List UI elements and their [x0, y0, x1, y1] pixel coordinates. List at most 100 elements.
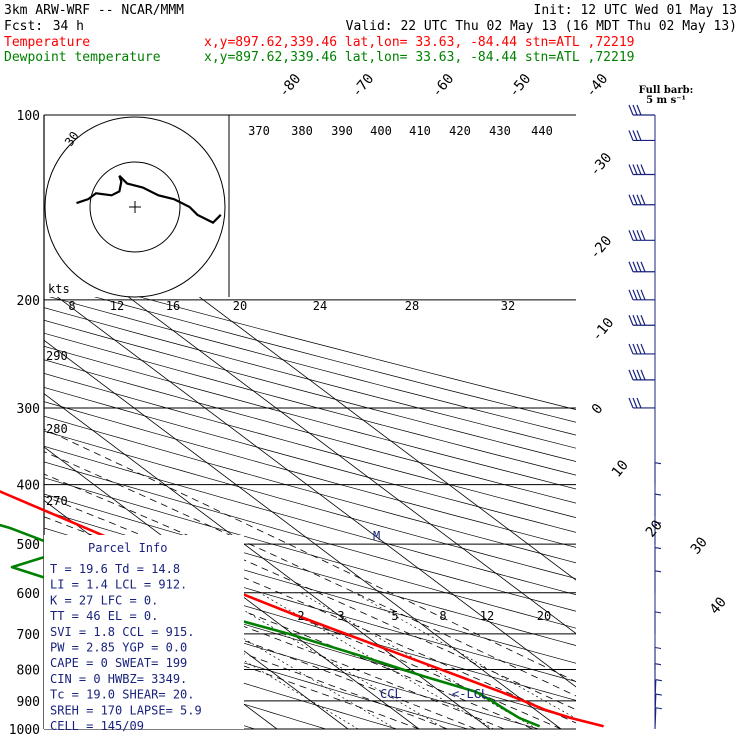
temperature-tick-label: -70: [349, 71, 378, 101]
wind-barb: [654, 493, 662, 517]
dewpoint-line: [0, 523, 541, 728]
temperature-line: [0, 490, 604, 728]
mixing-ratio-label-lower: 5: [391, 609, 398, 623]
wind-barb: [628, 369, 655, 381]
dry-adiabat-line: [44, 345, 576, 490]
legend-temperature-label: Temperature: [4, 35, 90, 50]
mixing-ratio-label-lower: 2: [297, 609, 304, 623]
wind-barb: [654, 663, 662, 686]
temperature-tick-label: -60: [429, 71, 458, 101]
wind-barb: [628, 261, 655, 273]
barb-legend-line1: Full barb:: [639, 85, 694, 96]
mixing-ratio-line: [214, 592, 446, 729]
theta-side-label: 280: [46, 422, 68, 436]
dry-adiabat-line: [44, 332, 576, 476]
parcel-info-row: SVI = 1.8 CCL = 915.: [50, 625, 195, 639]
dry-adiabat-line: [44, 581, 539, 729]
valid-time: Valid: 22 UTC Thu 02 May 13 (16 MDT Thu …: [346, 19, 737, 34]
wind-barb: [628, 194, 655, 206]
wind-barb: [654, 707, 662, 730]
init-time: Init: 12 UTC Wed 01 May 13: [534, 3, 738, 18]
wind-barb: [654, 547, 662, 570]
dry-adiabat-line: [44, 270, 576, 410]
pressure-tick-label: 1000: [9, 723, 40, 738]
theta-label: 440: [531, 124, 553, 138]
mixing-ratio-label-upper: 16: [166, 299, 180, 313]
parcel-info-row: CAPE = 0 SWEAT= 199: [50, 656, 187, 670]
dry-adiabat-line: [44, 461, 576, 612]
dry-adiabat-line: [44, 430, 576, 579]
forecast-hour: 34 h: [53, 19, 84, 34]
hodograph: 30 kts: [44, 115, 230, 298]
pressure-tick-label: 100: [17, 109, 40, 124]
moist-adiabat-line: [44, 451, 576, 697]
temperature-tick-label: -80: [276, 71, 305, 101]
wind-barb: [628, 130, 655, 142]
mixing-ratio-label-lower: 12: [480, 609, 494, 623]
mixing-ratio-label-lower: 8: [439, 609, 446, 623]
theta-label: 390: [331, 124, 353, 138]
temperature-tick-label: 20: [643, 517, 666, 540]
dry-adiabat-line: [44, 319, 576, 462]
theta-side-label: 290: [46, 349, 68, 363]
wind-barb: [628, 164, 655, 176]
wind-barbs: [628, 104, 662, 730]
temperature-tick-label: 30: [688, 534, 711, 557]
temperature-tick-label: -50: [506, 71, 535, 101]
moist-adiabat-line: [44, 597, 420, 729]
theta-label: 370: [248, 124, 270, 138]
isotherm-line: [44, 393, 491, 729]
theta-label: 420: [449, 124, 471, 138]
legend-dewpoint-info: x,y=897.62,339.46 lat,lon= 33.63, -84.44…: [204, 50, 634, 65]
dry-adiabat-line: [44, 307, 576, 449]
hodograph-ring-label: 30: [62, 129, 82, 149]
temperature-tick-label: 0: [589, 401, 607, 418]
dry-adiabat-line: [44, 282, 576, 423]
temperature-tick-label: -30: [587, 150, 616, 180]
pressure-tick-label: 800: [17, 663, 40, 678]
parcel-info-row: CELL = 145/09: [50, 719, 144, 733]
pressure-tick-label: 900: [17, 695, 40, 710]
pressure-tick-label: 600: [17, 587, 40, 602]
wind-barb: [654, 570, 662, 593]
mixing-ratio-label-lower: 3: [337, 609, 344, 623]
sounding-series: [0, 490, 604, 728]
mixing-ratio-label-upper: 28: [405, 299, 419, 313]
wind-barb: [654, 611, 662, 634]
wind-barb: [628, 397, 655, 409]
temperature-tick-label: -40: [583, 71, 612, 101]
mixing-ratio-label-upper: 24: [313, 299, 327, 313]
wind-barb: [628, 104, 655, 116]
wind-barb: [654, 646, 662, 670]
pressure-tick-label: 500: [17, 538, 40, 553]
pressure-tick-label: 200: [17, 294, 40, 309]
mixing-ratio-line: [300, 592, 538, 729]
legend-temperature-info: x,y=897.62,339.46 lat,lon= 33.63, -84.44…: [204, 35, 634, 50]
hodograph-ring-outer: [44, 116, 226, 298]
parcel-info-title: Parcel Info: [88, 541, 167, 555]
parcel-info-row: TT = 46 EL = 0.: [50, 609, 158, 623]
theta-label: 380: [291, 124, 313, 138]
parcel-info-row: PW = 2.85 YGP = 0.0: [50, 641, 187, 655]
wind-barb: [628, 230, 655, 241]
parcel-info-row: Tc = 19.0 SHEAR= 20.: [50, 688, 195, 702]
wind-barb: [628, 343, 655, 355]
wind-barb: [654, 462, 662, 485]
parcel-info-row: T = 19.6 Td = 14.8: [50, 562, 180, 576]
dry-adiabat-line: [44, 477, 576, 629]
mixing-ratio-label-upper: 20: [233, 299, 247, 313]
wind-barb: [654, 521, 662, 545]
hodograph-trace: [76, 175, 222, 224]
parcel-info-row: SREH = 170 LAPSE= 5.9: [50, 703, 202, 717]
wind-barb: [654, 679, 662, 701]
ccl-marker: CCL: [380, 687, 402, 701]
temperature-tick-label: -10: [589, 315, 618, 345]
barb-legend-line2: 5 m s⁻¹: [646, 95, 686, 106]
isotherm-line: [44, 286, 576, 688]
parcel-info-row: LI = 1.4 LCL = 912.: [50, 578, 187, 592]
temperature-tick-label: 40: [707, 594, 730, 617]
mixing-ratio-label-upper: 32: [501, 299, 515, 313]
legend-dewpoint-label: Dewpoint temperature: [4, 50, 161, 65]
dry-adiabat-line: [44, 445, 576, 596]
